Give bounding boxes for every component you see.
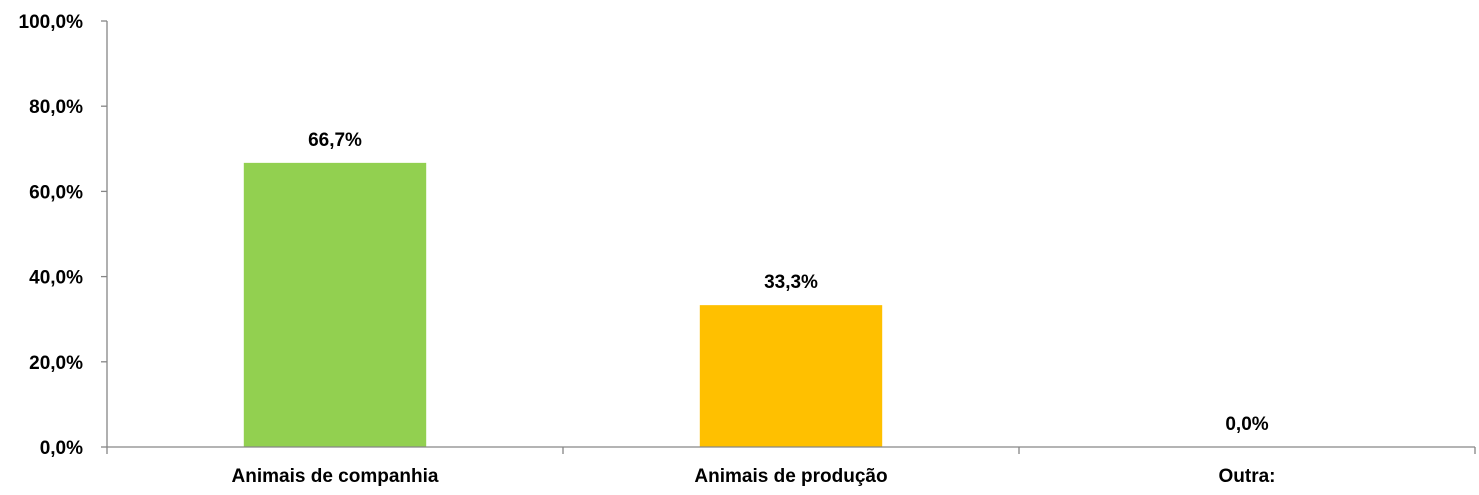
data-labels: 66,7% 33,3% 0,0% <box>308 130 1269 435</box>
bar-1 <box>243 162 427 447</box>
bar-2 <box>699 305 883 447</box>
x-axis-ticks <box>106 447 1476 454</box>
bars <box>243 162 883 447</box>
y-tick-label: 80,0% <box>29 97 83 118</box>
category-labels: Animais de companhia Animais de produção O… <box>232 466 1276 487</box>
y-tick-label: 40,0% <box>29 268 83 289</box>
category-label-3: Outra: <box>1219 466 1276 487</box>
y-tick-label: 60,0% <box>29 182 83 203</box>
category-label-1: Animais de companhia <box>232 466 439 487</box>
y-axis-ticks: 0,0% 20,0% 40,0% 60,0% 80,0% 100,0% <box>19 12 107 459</box>
y-tick-label: 20,0% <box>29 353 83 374</box>
y-tick-label: 0,0% <box>40 438 83 459</box>
data-label-2: 33,3% <box>764 272 818 293</box>
data-label-3: 0,0% <box>1225 414 1268 435</box>
category-label-2: Animais de produção <box>694 466 887 487</box>
data-label-1: 66,7% <box>308 130 362 151</box>
y-tick-label: 100,0% <box>19 12 84 33</box>
